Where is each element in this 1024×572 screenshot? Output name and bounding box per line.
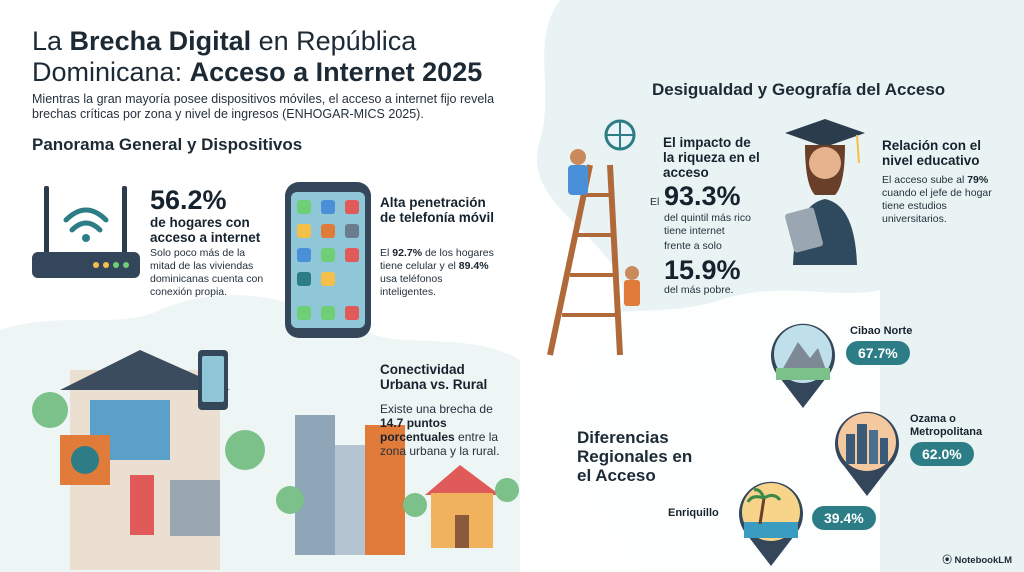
enriquillo-pin-icon (739, 481, 803, 566)
ozama-pin-icon (835, 411, 899, 496)
region-value-0: 67.7% (846, 341, 910, 365)
education-desc: El acceso sube al 79% cuando el jefe de … (882, 174, 992, 225)
poor-label: del más pobre. (664, 284, 734, 296)
rich-label: del quintil más rico tiene internet (664, 212, 751, 237)
router-icon (32, 186, 140, 278)
region-name-2: Enriquillo (668, 507, 719, 519)
ladder-illustration (547, 119, 640, 356)
households-value: 56.2% (150, 185, 227, 215)
mobile-heading: Alta penetración de telefonía móvil (380, 195, 495, 225)
smartphone-icon (285, 182, 371, 338)
wealth-middle: frente a solo (664, 240, 722, 252)
households-label: de hogares con acceso a internet (150, 215, 261, 245)
city-illustration (276, 415, 519, 555)
inequality-heading: Desigualdad y Geografía del Acceso (652, 80, 946, 99)
region-value-1: 62.0% (910, 442, 974, 466)
region-name-0: Cibao Norte (850, 325, 913, 337)
house-illustration (32, 350, 265, 570)
rich-value: 93.3% (664, 181, 741, 211)
notebook-logo-icon: ⦿ (942, 555, 955, 566)
poor-value: 15.9% (664, 255, 741, 285)
mobile-desc: El 92.7% de los hogares tiene celular y … (380, 247, 494, 298)
wealth-prefix: El (650, 196, 660, 208)
cibao-pin-icon (771, 323, 835, 408)
region-value-2: 39.4% (812, 506, 876, 530)
households-desc: Solo poco más de la mitad de las viviend… (150, 247, 264, 298)
wealth-heading: El impacto de la riqueza en el acceso (663, 135, 760, 180)
urban-heading: Conectividad Urbana vs. Rural (380, 362, 488, 392)
region-name-1: Ozama o Metropolitana (910, 413, 983, 438)
regional-heading: Diferencias Regionales en el Acceso (577, 428, 693, 485)
intro-text: Mientras la gran mayoría posee dispositi… (32, 92, 495, 121)
brand-label: ⦿ NotebookLM (942, 555, 1012, 566)
urban-desc: Existe una brecha de 14.7 puntos porcent… (380, 402, 500, 458)
education-heading: Relación con el nivel educativo (882, 138, 982, 168)
graduate-illustration (785, 119, 865, 265)
page-title: La Brecha Digital en República Dominican… (32, 26, 483, 87)
panorama-heading: Panorama General y Dispositivos (32, 135, 303, 154)
